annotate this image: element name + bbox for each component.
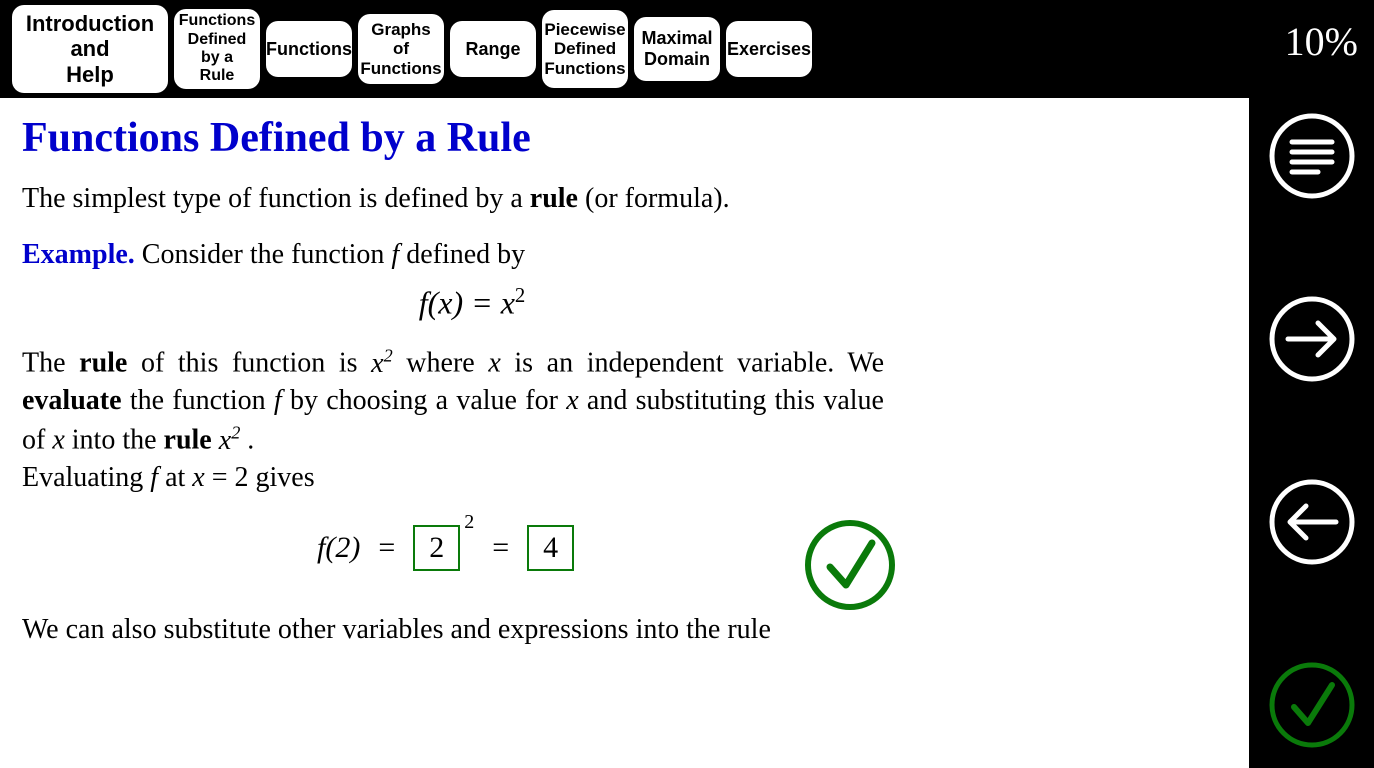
math: x [488, 348, 500, 379]
text: at [158, 462, 192, 493]
tab-graphs-of-functions[interactable]: Graphs of Functions [358, 14, 444, 84]
check-correct-icon [802, 517, 898, 621]
math: x2 [219, 425, 241, 456]
answer-box-1[interactable]: 2 [413, 525, 460, 571]
tab-exercises[interactable]: Exercises [726, 21, 812, 77]
text: = 2 gives [205, 462, 315, 493]
evaluation-equation: f(2) = 2 2 = 4 [22, 525, 922, 571]
math: f [150, 462, 158, 493]
prev-button[interactable] [1268, 478, 1356, 571]
text: The simplest type of function is defined… [22, 183, 530, 214]
math: x2 [371, 348, 393, 379]
equals-sign: = [378, 531, 395, 565]
text: the function [122, 385, 274, 416]
intro-paragraph: The simplest type of function is defined… [22, 180, 1227, 218]
bold-rule: rule [530, 183, 578, 214]
text: where [393, 348, 489, 379]
tab-range[interactable]: Range [450, 21, 536, 77]
bold-rule: rule [79, 348, 127, 379]
next-button[interactable] [1268, 295, 1356, 388]
explanation-paragraph: The rule of this function is x2 where x … [22, 343, 884, 497]
tab-strip: Introduction and Help Functions Defined … [12, 5, 812, 93]
text: Consider the function [135, 239, 392, 270]
math-superscript: 2 [515, 284, 525, 307]
equals-sign: = [492, 531, 509, 565]
tab-maximal-domain[interactable]: Maximal Domain [634, 17, 720, 81]
text: . [240, 425, 254, 456]
text: by choosing a value for [282, 385, 567, 416]
page-title: Functions Defined by a Rule [22, 114, 1227, 162]
tab-functions[interactable]: Functions [266, 21, 352, 77]
tab-piecewise-defined-functions[interactable]: Piecewise Defined Functions [542, 10, 628, 88]
text: The [22, 348, 79, 379]
text: into the [65, 425, 164, 456]
top-navigation-bar: Introduction and Help Functions Defined … [0, 0, 1374, 98]
right-sidebar [1249, 98, 1374, 768]
text: defined by [399, 239, 525, 270]
arrow-right-icon [1268, 295, 1356, 383]
math: f [274, 385, 282, 416]
example-label: Example. [22, 239, 135, 270]
bold-rule: rule [164, 425, 212, 456]
tab-functions-defined-by-a-rule[interactable]: Functions Defined by a Rule [174, 9, 260, 89]
text: of this function is [127, 348, 371, 379]
trailing-text: We can also substitute other variables a… [22, 611, 1227, 649]
tab-introduction-and-help[interactable]: Introduction and Help [12, 5, 168, 93]
bold-evaluate: evaluate [22, 385, 122, 416]
menu-icon [1268, 112, 1356, 200]
check-answer-button[interactable] [1268, 661, 1356, 754]
math: x [52, 425, 64, 456]
math-f2: f(2) [317, 531, 360, 565]
progress-percent: 10% [1285, 18, 1358, 65]
text: (or formula). [578, 183, 730, 214]
example-line: Example. Consider the function f defined… [22, 236, 1227, 274]
check-icon [1268, 661, 1356, 749]
math: x [566, 385, 578, 416]
arrow-left-icon [1268, 478, 1356, 566]
menu-button[interactable] [1268, 112, 1356, 205]
math: f(x) = x [419, 284, 515, 320]
equation-fx-eq-x2: f(x) = x2 [22, 284, 922, 322]
math: x [192, 462, 204, 493]
text: is an independent variable. We [501, 348, 884, 379]
page-content: Functions Defined by a Rule The simplest… [0, 98, 1249, 768]
answer-box-2[interactable]: 4 [527, 525, 574, 571]
math-superscript: 2 [464, 511, 474, 534]
text: Evaluating [22, 462, 150, 493]
